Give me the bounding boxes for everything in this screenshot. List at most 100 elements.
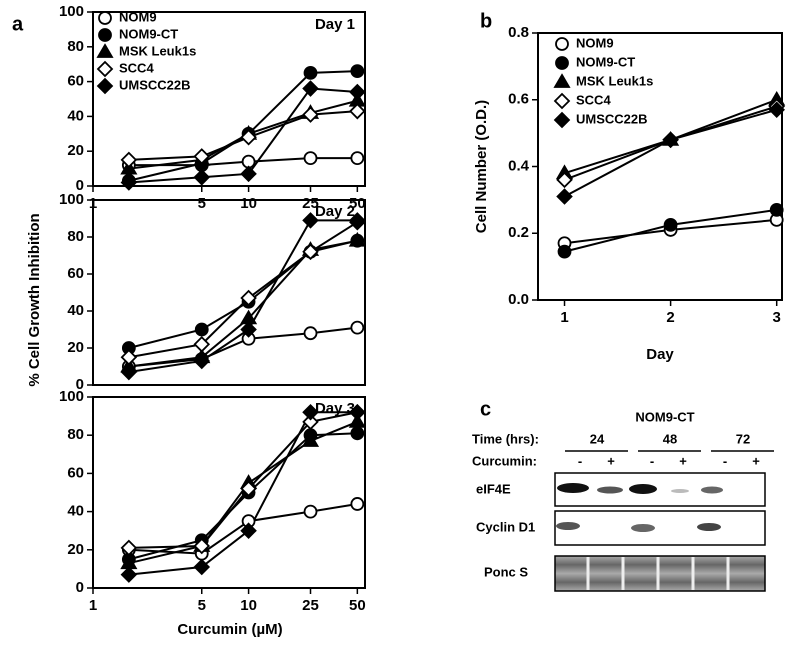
legend-label: NOM9 (576, 35, 614, 50)
time: 72 (736, 431, 750, 446)
panel-label: b (480, 10, 492, 32)
y-tick-label: 80 (67, 426, 84, 443)
panel-label: a (12, 13, 24, 35)
y-tick-label: 20 (67, 142, 84, 159)
x-tick-label: 25 (302, 597, 319, 614)
y-tick-label: 0 (76, 579, 84, 596)
y-tick-label: 100 (59, 3, 84, 20)
marker (556, 171, 573, 189)
treatment: + (607, 453, 615, 468)
time: 48 (663, 431, 677, 446)
x-tick-label: 1 (560, 309, 568, 326)
x-tick-label: 3 (773, 309, 781, 326)
marker (193, 148, 211, 165)
y-tick-label: 60 (67, 464, 84, 481)
blot-title: NOM9-CT (635, 409, 694, 424)
y-tick-label: 60 (67, 265, 84, 282)
subplot-title: Day 1 (315, 16, 355, 33)
row-label: Cyclin D1 (476, 519, 535, 534)
marker (120, 539, 138, 557)
plot-frame (92, 396, 366, 589)
marker (193, 558, 211, 576)
y-tick-label: 0.0 (508, 291, 529, 308)
band (697, 523, 721, 531)
y-tick-label: 100 (59, 191, 84, 208)
marker (556, 188, 573, 205)
marker (301, 432, 320, 447)
legend-marker (98, 28, 112, 42)
blot-box (554, 510, 766, 546)
y-axis-label: Cell Number (O.D.) (473, 100, 490, 233)
legend-label: UMSCC22B (119, 77, 191, 92)
marker (303, 66, 318, 80)
x-tick-label: 1 (89, 597, 97, 614)
treatment: + (679, 453, 687, 468)
marker (193, 537, 211, 555)
band (631, 524, 655, 532)
marker (350, 426, 365, 441)
x-tick-label: 10 (240, 195, 257, 212)
marker (768, 101, 785, 119)
legend-label: MSK Leuk1s (576, 73, 653, 88)
band (557, 483, 589, 493)
legend-marker (553, 73, 571, 88)
y-tick-label: 40 (67, 503, 84, 520)
treatment-label: Curcumin: (472, 453, 537, 468)
treatment: - (650, 453, 654, 468)
subplot-title: Day 2 (315, 203, 355, 220)
legend-label: NOM9-CT (119, 26, 178, 41)
marker (120, 174, 138, 191)
y-tick-label: 0 (76, 376, 84, 393)
panel-label: c (480, 398, 491, 420)
y-tick-label: 0.8 (508, 24, 529, 41)
marker (193, 169, 211, 186)
marker (350, 320, 365, 335)
marker (348, 413, 366, 428)
y-tick-label: 40 (67, 107, 84, 124)
y-tick-label: 0 (76, 177, 84, 194)
band (556, 522, 580, 530)
marker (349, 83, 366, 101)
marker (240, 321, 257, 338)
marker (349, 212, 366, 229)
y-tick-label: 0.4 (508, 157, 530, 174)
marker (120, 363, 138, 381)
legend-marker (555, 56, 569, 70)
marker (662, 131, 679, 149)
y-tick-label: 60 (67, 73, 84, 90)
marker (194, 322, 209, 337)
marker (302, 80, 319, 97)
y-tick-label: 40 (67, 302, 84, 319)
time: 24 (590, 431, 605, 446)
marker (240, 480, 257, 497)
legend-label: NOM9-CT (576, 54, 635, 69)
x-axis-label: Curcumin (µM) (177, 621, 282, 638)
legend-label: MSK Leuk1s (119, 43, 196, 58)
marker (193, 352, 211, 370)
y-tick-label: 0.6 (508, 91, 529, 108)
marker (240, 289, 257, 307)
marker (303, 326, 318, 341)
legend-marker (96, 77, 114, 95)
marker (302, 212, 319, 229)
row-label: eIF4E (476, 481, 511, 496)
marker (663, 218, 678, 232)
treatment: - (723, 453, 727, 468)
x-tick-label: 2 (666, 309, 674, 326)
marker (120, 151, 138, 169)
treatment: - (578, 453, 582, 468)
marker (302, 243, 319, 261)
legend-marker (96, 43, 114, 58)
legend-label: SCC4 (119, 60, 154, 75)
marker (557, 244, 572, 259)
marker (769, 202, 784, 217)
treatment: + (752, 453, 760, 468)
x-tick-label: 5 (198, 195, 206, 212)
x-axis-label: Day (646, 346, 674, 363)
marker (302, 404, 319, 421)
y-axis-label: % Cell Growth Inhibition (26, 213, 43, 386)
legend-label: SCC4 (576, 92, 611, 107)
y-tick-label: 80 (67, 38, 84, 55)
x-tick-label: 10 (240, 597, 257, 614)
series-line (128, 411, 358, 549)
